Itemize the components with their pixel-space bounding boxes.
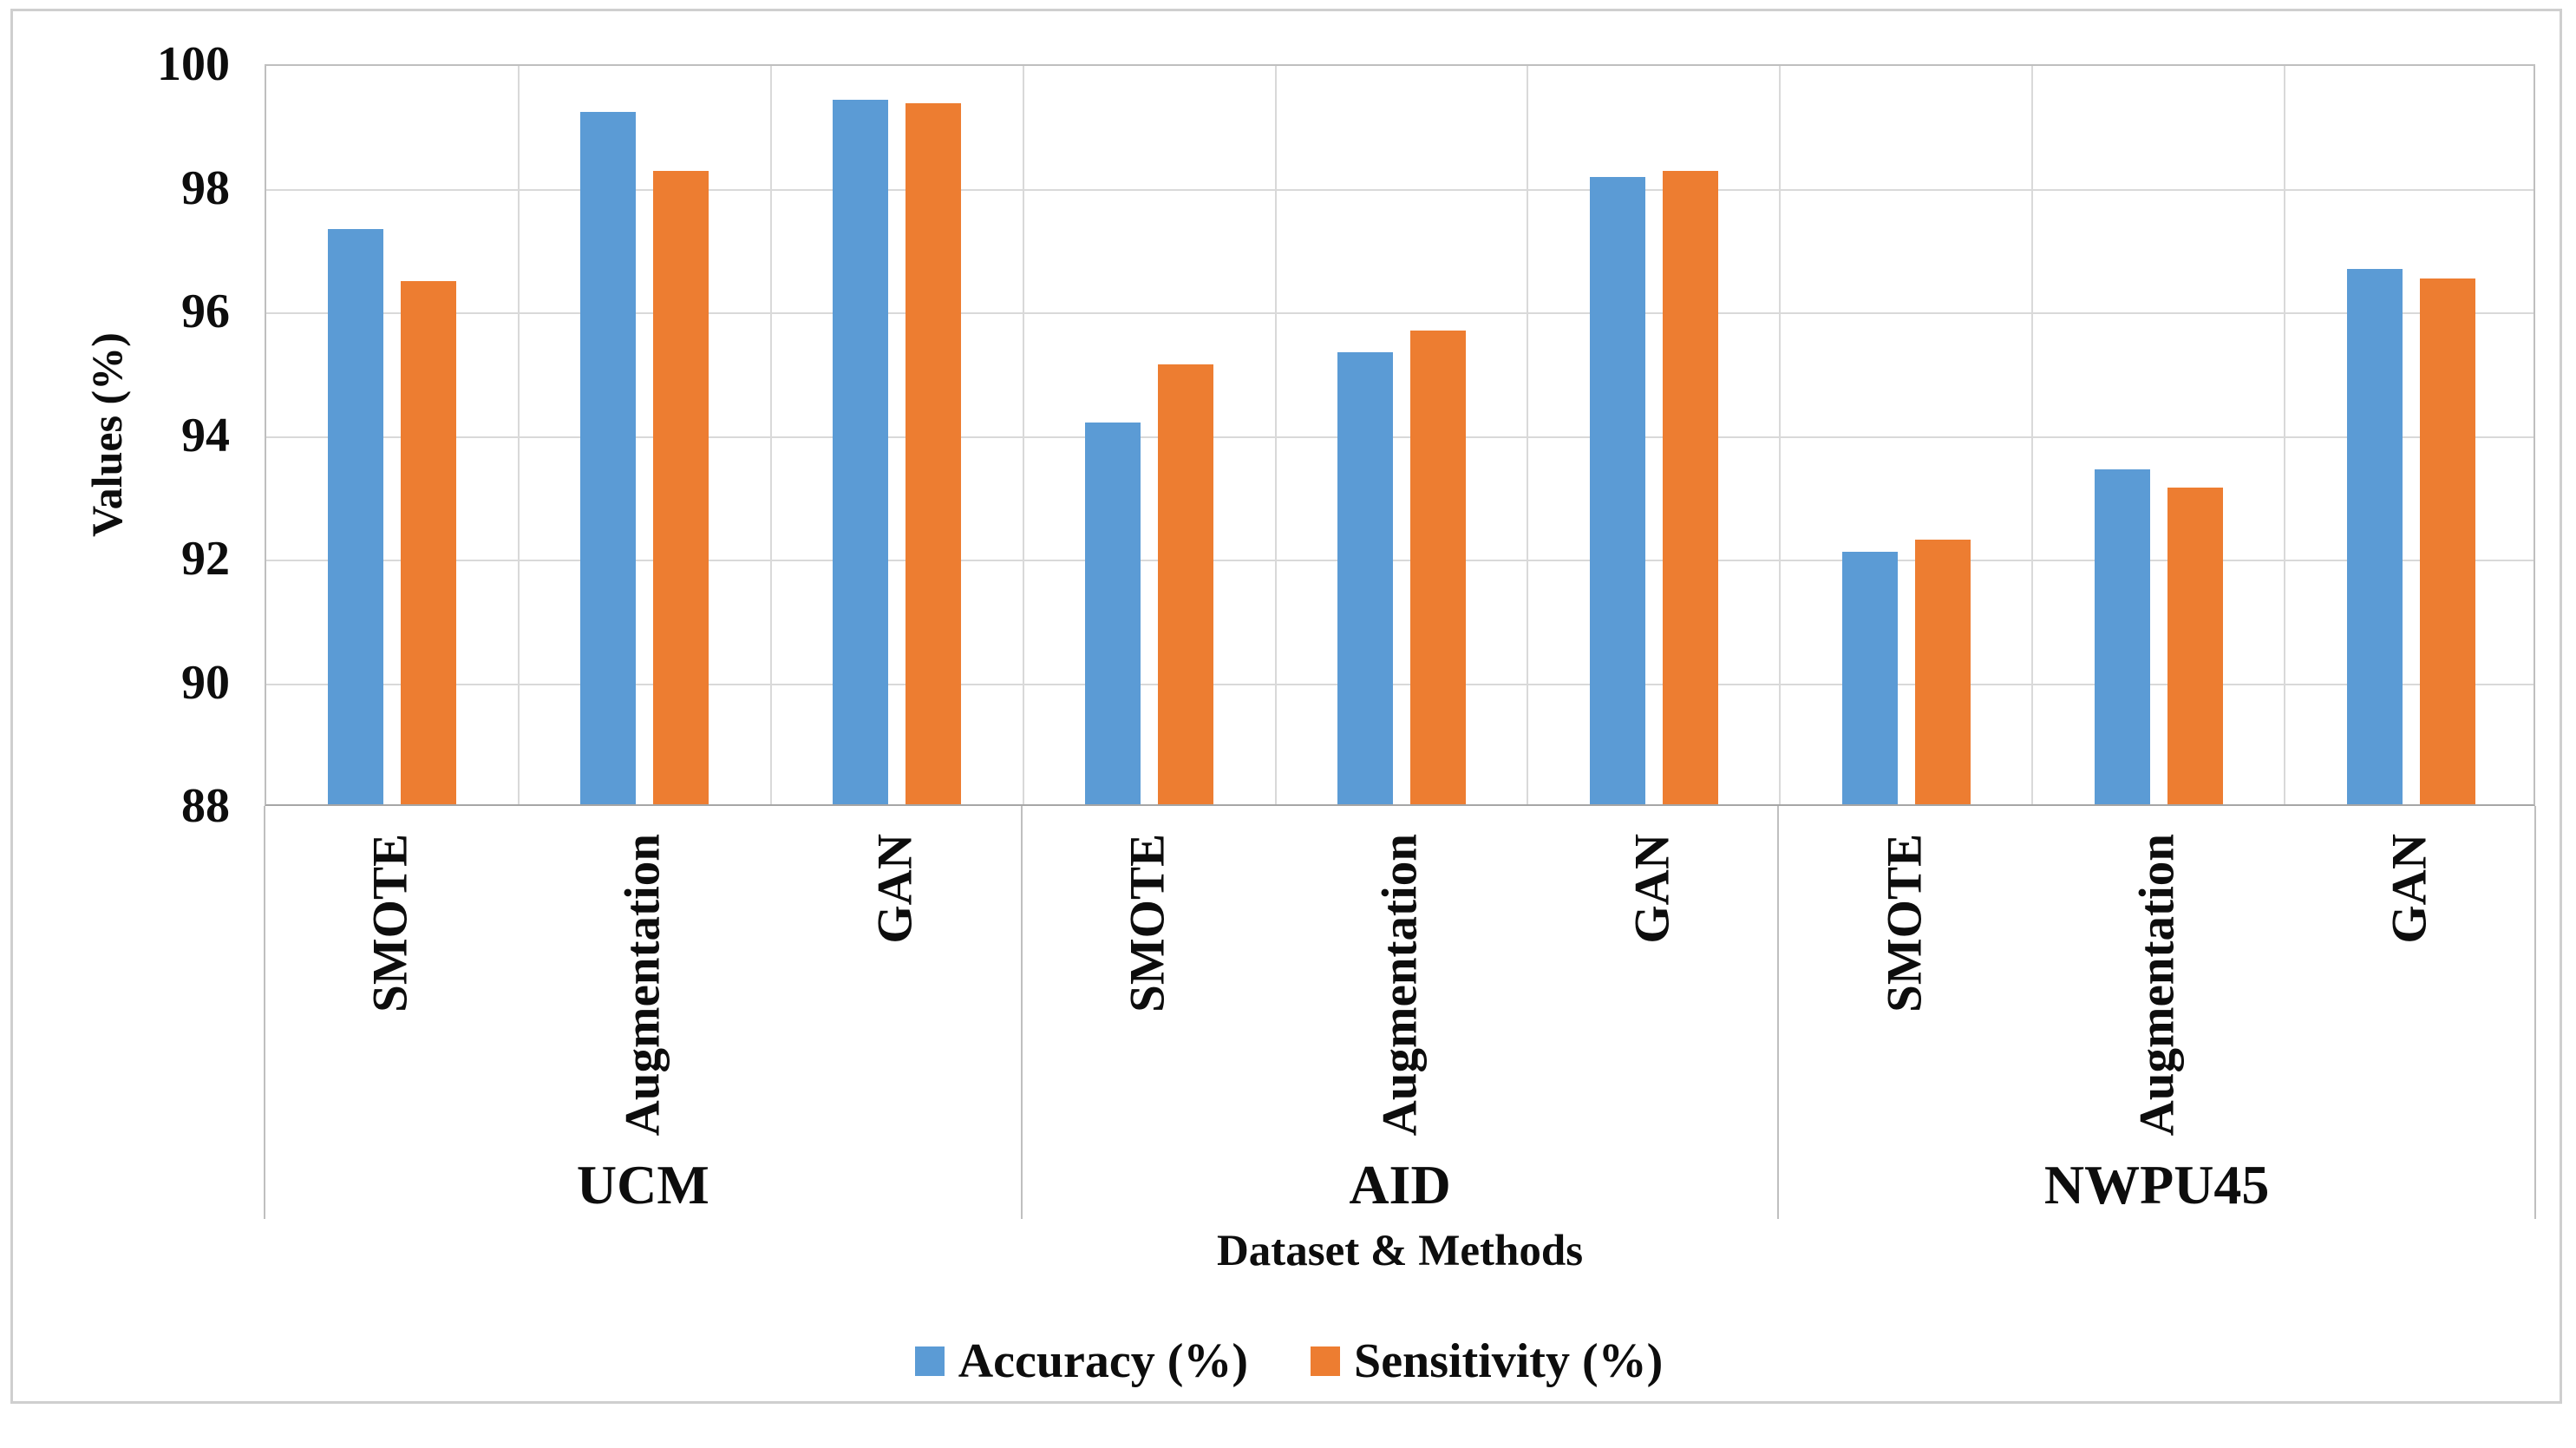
bar-accuracy-nwpu45-gan [2346,269,2403,804]
gridline-vertical [1022,66,1024,804]
group-separator-line [1020,806,1023,1219]
y-tick-label: 92 [181,532,230,586]
bar-sensitivity-aid-smote [1158,364,1214,804]
x-category-label-gan: GAN [2382,834,2437,944]
bar-sensitivity-ucm-augmentation [653,170,709,804]
gridline-vertical [1274,66,1277,804]
legend-label-accuracy: Accuracy (%) [958,1334,1249,1388]
gridline-vertical [1779,66,1782,804]
x-category-label-smote: SMOTE [1120,834,1175,1012]
legend-label-sensitivity: Sensitivity (%) [1354,1334,1664,1388]
bar-sensitivity-aid-augmentation [1410,330,1466,804]
bar-accuracy-aid-gan [1589,176,1645,804]
plot-area [265,64,2535,806]
bar-accuracy-nwpu45-smote [1841,552,1898,804]
x-category-label-gan: GAN [867,834,923,944]
group-separator-line [1777,806,1780,1219]
legend-swatch-sensitivity [1311,1346,1341,1376]
gridline-vertical [1527,66,1529,804]
gridline-horizontal [266,683,2534,685]
x-group-label-nwpu45: NWPU45 [2043,1154,2270,1215]
gridline-vertical [2284,66,2286,804]
gridline-horizontal [266,436,2534,438]
bar-accuracy-ucm-gan [833,100,889,804]
legend-item-accuracy: Accuracy (%) [914,1334,1249,1388]
x-group-label-ucm: UCM [576,1154,709,1215]
legend: Accuracy (%) Sensitivity (%) [13,1337,2565,1386]
x-category-label-augmentation: Augmentation [2129,834,2185,1137]
gridline-horizontal [266,188,2534,191]
group-separator-line [2534,806,2536,1219]
bar-accuracy-ucm-smote [328,228,384,804]
x-category-label-augmentation: Augmentation [1372,834,1428,1137]
legend-swatch-accuracy [914,1346,945,1376]
y-tick-label: 88 [181,779,230,833]
x-category-label-smote: SMOTE [363,834,418,1012]
bar-sensitivity-nwpu45-smote [1914,540,1971,804]
bar-accuracy-aid-smote [1085,423,1141,804]
bar-accuracy-ucm-augmentation [580,112,637,804]
x-category-label-smote: SMOTE [1877,834,1932,1012]
bar-sensitivity-aid-gan [1662,170,1718,804]
y-tick-label: 94 [181,408,230,462]
x-category-label-augmentation: Augmentation [615,834,670,1137]
gridline-vertical [769,66,772,804]
x-axis-title: Dataset & Methods [1216,1227,1584,1275]
y-tick-label: 100 [157,37,230,91]
figure-border: Values (%) 88 90 92 94 96 98 100 SMOTE Augmenta… [10,9,2562,1404]
group-separator-line [264,806,265,1219]
gridline-horizontal [266,312,2534,314]
bar-accuracy-nwpu45-augmentation [2094,468,2150,804]
gridline-horizontal [266,560,2534,561]
y-tick-label: 98 [181,161,230,215]
bar-sensitivity-ucm-smote [401,281,457,804]
bar-accuracy-aid-augmentation [1337,351,1393,804]
x-category-label-gan: GAN [1625,834,1680,944]
gridline-vertical [517,66,520,804]
gridline-vertical [2031,66,2034,804]
x-group-label-aid: AID [1349,1154,1451,1215]
bar-sensitivity-ucm-gan [906,102,962,804]
bar-sensitivity-nwpu45-gan [2419,278,2475,804]
y-tick-label: 96 [181,285,230,338]
bar-sensitivity-nwpu45-augmentation [2167,487,2223,804]
legend-item-sensitivity: Sensitivity (%) [1311,1337,1663,1386]
y-tick-label: 90 [181,655,230,710]
